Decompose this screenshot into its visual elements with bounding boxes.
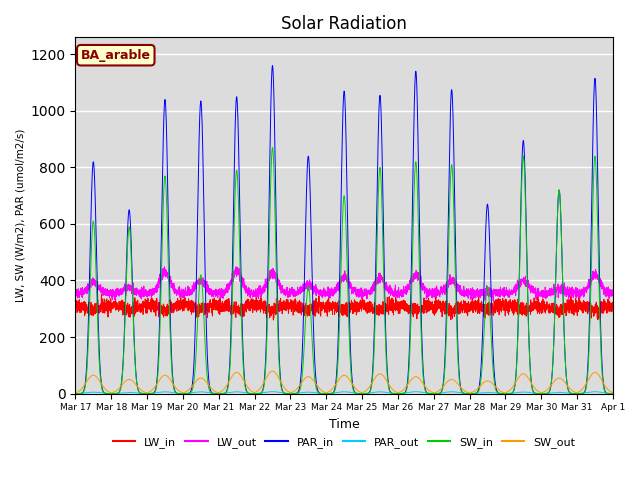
PAR_in: [324, 391, 332, 396]
SW_out: [495, 387, 503, 393]
SW_out: [72, 390, 79, 396]
LW_out: [490, 298, 497, 303]
PAR_in: [72, 391, 79, 396]
SW_out: [324, 389, 332, 395]
LW_out: [72, 290, 79, 296]
PAR_in: [168, 363, 176, 369]
SW_in: [168, 370, 176, 376]
SW_in: [465, 391, 472, 396]
PAR_in: [609, 391, 616, 396]
LW_out: [435, 288, 443, 294]
PAR_out: [495, 390, 503, 396]
PAR_out: [168, 390, 176, 396]
LW_in: [432, 290, 440, 296]
LW_out: [609, 293, 616, 299]
Line: SW_in: SW_in: [76, 148, 613, 394]
SW_out: [435, 388, 443, 394]
PAR_in: [609, 391, 617, 396]
SW_out: [168, 379, 176, 385]
SW_in: [72, 391, 79, 396]
SW_out: [609, 390, 616, 396]
LW_in: [435, 300, 443, 306]
SW_in: [269, 145, 276, 151]
SW_out: [465, 390, 472, 396]
PAR_in: [465, 391, 472, 396]
LW_in: [609, 304, 617, 310]
PAR_out: [269, 389, 276, 395]
Y-axis label: LW, SW (W/m2), PAR (umol/m2/s): LW, SW (W/m2), PAR (umol/m2/s): [15, 129, 25, 302]
LW_out: [168, 285, 176, 291]
LW_in: [495, 312, 503, 318]
PAR_out: [609, 391, 617, 396]
SW_in: [435, 391, 443, 396]
PAR_in: [435, 391, 443, 396]
PAR_out: [435, 390, 443, 396]
X-axis label: Time: Time: [329, 418, 360, 431]
SW_in: [609, 391, 617, 396]
PAR_out: [72, 391, 79, 396]
PAR_in: [269, 63, 276, 69]
LW_out: [609, 292, 617, 298]
LW_in: [465, 305, 472, 311]
Line: LW_out: LW_out: [76, 267, 613, 300]
SW_in: [609, 391, 616, 396]
Line: SW_out: SW_out: [76, 371, 613, 394]
Title: Solar Radiation: Solar Radiation: [281, 15, 407, 33]
LW_in: [269, 317, 277, 323]
SW_in: [495, 391, 503, 396]
LW_out: [161, 264, 168, 270]
LW_in: [72, 301, 79, 307]
LW_in: [324, 300, 332, 306]
LW_out: [495, 293, 503, 299]
Line: PAR_in: PAR_in: [76, 66, 613, 394]
PAR_in: [495, 390, 503, 396]
PAR_out: [609, 391, 616, 396]
Legend: LW_in, LW_out, PAR_in, PAR_out, SW_in, SW_out: LW_in, LW_out, PAR_in, PAR_out, SW_in, S…: [109, 432, 579, 452]
LW_in: [168, 307, 176, 313]
PAR_out: [465, 391, 472, 396]
SW_out: [269, 368, 276, 374]
PAR_out: [324, 391, 332, 396]
LW_in: [609, 300, 616, 305]
Text: BA_arable: BA_arable: [81, 48, 151, 62]
Line: PAR_out: PAR_out: [76, 392, 613, 394]
SW_in: [324, 391, 332, 396]
Line: LW_in: LW_in: [76, 293, 613, 320]
LW_out: [324, 284, 332, 290]
LW_out: [465, 291, 472, 297]
SW_out: [609, 391, 617, 396]
